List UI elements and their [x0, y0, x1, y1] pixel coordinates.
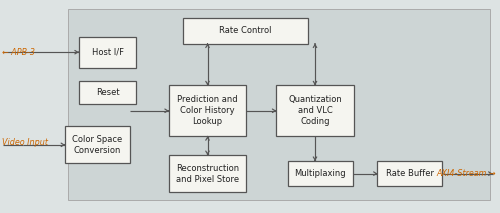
- Bar: [79, 82, 136, 104]
- Bar: [288, 161, 352, 186]
- Text: Quantization
and VLC
Coding: Quantization and VLC Coding: [288, 95, 342, 126]
- Bar: [182, 18, 308, 44]
- Bar: [79, 37, 136, 68]
- Text: Video Input: Video Input: [2, 138, 48, 147]
- Bar: [276, 85, 354, 136]
- Bar: [168, 155, 246, 192]
- Text: Reset: Reset: [96, 88, 120, 97]
- Text: Host I/F: Host I/F: [92, 48, 124, 57]
- Text: Color Space
Conversion: Color Space Conversion: [72, 135, 122, 155]
- Text: ← APB-3: ← APB-3: [2, 48, 35, 57]
- Bar: [68, 9, 490, 200]
- Bar: [378, 161, 442, 186]
- Text: Multiplaxing: Multiplaxing: [294, 169, 346, 178]
- Text: Rate Control: Rate Control: [219, 26, 271, 35]
- Bar: [65, 126, 130, 164]
- Text: AXI4-Stream →: AXI4-Stream →: [437, 169, 496, 178]
- Text: Prediction and
Color History
Lookup: Prediction and Color History Lookup: [177, 95, 238, 126]
- Text: Rate Buffer: Rate Buffer: [386, 169, 434, 178]
- Text: Reconstruction
and Pixel Store: Reconstruction and Pixel Store: [176, 164, 239, 184]
- Bar: [168, 85, 246, 136]
